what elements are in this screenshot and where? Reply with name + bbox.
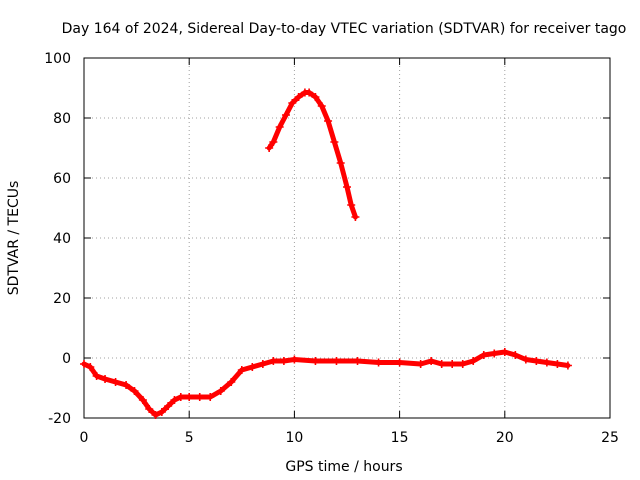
data-point	[416, 360, 425, 368]
data-point	[324, 117, 333, 125]
data-point	[427, 357, 436, 365]
x-axis-label: GPS time / hours	[285, 459, 402, 475]
series-low-level	[80, 348, 572, 419]
data-point	[269, 357, 278, 365]
data-point	[258, 360, 267, 368]
data-point	[490, 349, 499, 358]
x-tick-label: 10	[285, 430, 303, 446]
x-tick-label: 15	[391, 430, 409, 446]
data-point	[275, 123, 284, 131]
y-tick-label: -20	[48, 411, 71, 427]
x-tick-label: 5	[185, 430, 194, 446]
data-point	[138, 396, 147, 404]
data-point	[248, 363, 257, 371]
data-point	[269, 138, 278, 146]
data-point	[195, 393, 204, 401]
data-point	[157, 408, 166, 416]
data-point	[279, 357, 288, 365]
data-point	[164, 402, 173, 410]
data-point	[288, 99, 297, 107]
data-point	[80, 360, 88, 368]
data-point	[336, 159, 345, 167]
data-point	[330, 138, 339, 146]
data-point	[206, 393, 215, 401]
data-point	[176, 393, 185, 401]
x-tick-labels: 0 5 10 15 20 25	[80, 430, 619, 446]
series-layer	[80, 88, 572, 419]
data-point	[469, 357, 478, 365]
data-point	[343, 183, 351, 191]
data-point	[521, 355, 530, 364]
y-tick-label: 40	[53, 231, 71, 247]
data-point	[353, 357, 362, 365]
data-point	[542, 358, 551, 367]
data-point	[170, 396, 179, 404]
data-point	[395, 358, 404, 367]
data-point	[122, 381, 131, 389]
data-point	[317, 102, 326, 110]
data-point	[374, 358, 383, 367]
data-point	[86, 363, 95, 371]
data-point	[351, 213, 360, 221]
y-axis-label: SDTVAR / TECUs	[6, 181, 22, 296]
data-point	[347, 201, 356, 209]
data-point	[145, 405, 154, 413]
data-point	[265, 144, 274, 152]
data-point	[151, 411, 160, 419]
data-point	[511, 351, 520, 359]
y-tick-label: 80	[53, 111, 71, 127]
data-point	[532, 357, 541, 365]
data-point	[311, 357, 320, 365]
data-point	[553, 360, 562, 368]
axis-ticks	[83, 57, 611, 419]
data-point	[237, 366, 246, 374]
data-point	[294, 93, 303, 101]
data-point	[227, 378, 236, 386]
data-point	[437, 360, 446, 368]
data-point	[458, 360, 467, 368]
data-point	[130, 387, 139, 395]
data-point	[111, 378, 120, 386]
x-tick-label: 25	[601, 430, 619, 446]
series-band	[81, 349, 571, 418]
data-point	[500, 348, 509, 356]
data-point	[305, 88, 314, 97]
data-point	[290, 355, 299, 364]
grid-lines	[84, 58, 610, 418]
y-tick-label: 60	[53, 171, 71, 187]
series-band	[266, 90, 358, 220]
plot-frame	[83, 57, 611, 419]
y-tick-labels: -20 0 20 40 60 80 100	[44, 51, 71, 427]
data-point	[185, 393, 194, 401]
data-point	[479, 351, 488, 359]
data-point	[311, 93, 320, 101]
chart-title: Day 164 of 2024, Sidereal Day-to-day VTE…	[62, 21, 627, 37]
y-tick-label: 20	[53, 291, 71, 307]
y-tick-label: 100	[44, 51, 71, 67]
data-point	[448, 360, 457, 368]
data-point	[563, 361, 572, 370]
x-tick-label: 20	[496, 430, 514, 446]
data-point	[101, 375, 110, 383]
x-tick-label: 0	[80, 430, 89, 446]
y-tick-label: 0	[62, 351, 71, 367]
data-point	[332, 357, 341, 365]
data-point	[92, 372, 101, 380]
data-point	[216, 387, 225, 395]
data-point	[281, 111, 290, 119]
series-high-arc	[265, 88, 360, 221]
